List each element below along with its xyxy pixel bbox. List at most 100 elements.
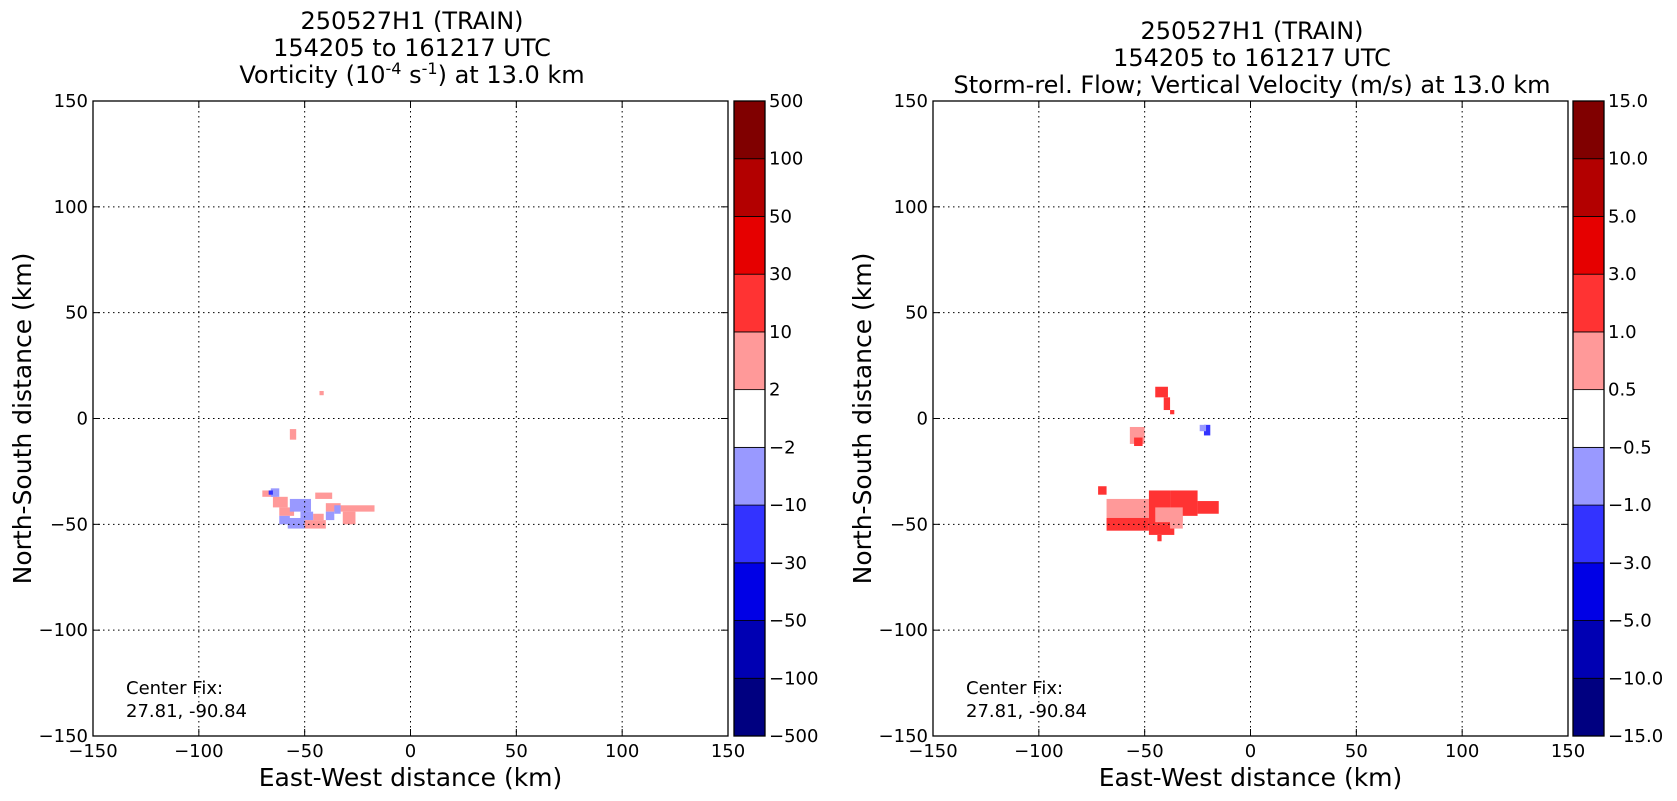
field-cell [1163,397,1171,411]
field-cell [1134,437,1143,447]
colorbar-frame [733,100,766,737]
colorbar-bin [733,331,766,391]
field-cell [1170,410,1175,415]
colorbar-bin [733,562,766,621]
y-axis-label: North-South distance (km) [8,253,37,585]
y-tick-label: −100 [879,620,928,641]
field-cell [279,507,295,516]
x-tick-label: −50 [1126,741,1164,762]
panel-1: −150 −100 −50 0 50 100 150−150−100−50050100150… [8,7,818,792]
colorbar-frame [1572,100,1605,737]
colorbar-tick-label: −15.0 [1608,726,1663,747]
field-cell [279,515,290,525]
grid [933,101,1568,736]
x-tick-label: 0 [405,741,416,762]
y-tick-label: 150 [894,91,928,112]
chart-title-line: 250527H1 (TRAIN) [1140,17,1363,45]
center-fix-annotation: Center Fix: [126,678,223,699]
field-cell [268,490,273,495]
y-tick-label: 100 [54,197,88,218]
field-cell [304,520,326,529]
y-tick-label: 0 [917,409,928,430]
colorbar-bin [1572,562,1605,621]
field-shading [262,390,375,529]
field-cell [272,496,288,508]
colorbar-bin [1572,158,1605,217]
field-cell [270,488,280,497]
colorbar-tick-label: 2 [769,380,780,401]
title-part-prefix: Vorticity (10 [239,61,385,89]
y-tick-label: −50 [890,514,928,535]
field-cell [289,498,312,512]
title-part-sup2: -1 [422,59,438,78]
colorbar: −500 −100 −50 −30 −10 −2 2 10 30 50 100 500 [733,91,818,747]
field-cell [1203,424,1211,436]
colorbar-tick-label: −500 [769,726,818,747]
chart-title-line: 250527H1 (TRAIN) [300,7,523,35]
colorbar-bin [1572,331,1605,391]
x-tick-label: −100 [1014,741,1063,762]
x-tick-label: −50 [286,741,324,762]
colorbar-tick-label: 1.0 [1608,322,1637,343]
colorbar-tick-label: 0.5 [1608,380,1637,401]
colorbar-tick-label: −50 [769,611,807,632]
title-part-sup1: -4 [386,59,402,78]
colorbar-bin [1572,677,1605,737]
colorbar-tick-label: −2 [769,437,796,458]
y-tick-label: 100 [894,197,928,218]
field-cell [1199,424,1207,432]
colorbar-tick-label: 100 [769,149,803,170]
title-part-mid: s [401,61,421,89]
colorbar-tick-label: −3.0 [1608,553,1652,574]
field-cell [300,511,314,521]
field-cell [1148,524,1175,535]
colorbar-tick-label: 10.0 [1608,149,1648,170]
field-cell [287,517,305,529]
center-fix-annotation: 27.81, -90.84 [126,701,247,722]
x-tick-label: 100 [605,741,639,762]
y-tick-label: 150 [54,91,88,112]
x-tick-label: −100 [174,741,223,762]
colorbar-bin [733,677,766,737]
y-tick-label: −100 [39,620,88,641]
colorbar-tick-label: 500 [769,91,803,112]
colorbar-tick-label: −100 [769,668,818,689]
field-cell [334,505,341,514]
colorbar-tick-label: 50 [769,206,792,227]
field-cell [1157,534,1162,542]
center-fix-annotation: 27.81, -90.84 [966,701,1087,722]
x-tick-label: 150 [1551,741,1585,762]
colorbar-tick-label: 3.0 [1608,264,1637,285]
y-tick-label: 0 [77,409,88,430]
colorbar-bin [1572,273,1605,333]
colorbar-bin [733,389,766,448]
colorbar-tick-label: 5.0 [1608,206,1637,227]
field-cell [340,505,375,512]
colorbar-bin [1572,446,1605,506]
x-tick-label: 0 [1245,741,1256,762]
colorbar-tick-label: −0.5 [1608,437,1652,458]
field-cell [1098,486,1107,495]
colorbar-bin [733,100,766,160]
field-shading [1098,386,1219,542]
colorbar-bin [1572,100,1605,160]
field-cell [325,511,335,521]
field-cell [319,390,324,396]
x-axis-label: East-West distance (km) [259,763,563,792]
field-cell [289,429,297,440]
colorbar-bin [733,273,766,333]
colorbar-bin [1572,216,1605,275]
center-fix-annotation: Center Fix: [966,678,1063,699]
x-tick-label: 50 [1345,741,1368,762]
colorbar-tick-label: 15.0 [1608,91,1648,112]
x-tick-label: 50 [505,741,528,762]
colorbar-tick-label: −30 [769,553,807,574]
field-cell [1170,515,1183,529]
colorbar: −15.0 −10.0 −5.0 −3.0 −1.0 −0.5 0.5 1.0 3.0 5.0 10… [1572,91,1663,747]
colorbar-bin [733,446,766,506]
y-tick-label: −150 [879,726,928,747]
colorbar-bin [733,620,766,679]
chart-title-field: Vorticity (10-4 s-1) at 13.0 km [239,59,584,89]
